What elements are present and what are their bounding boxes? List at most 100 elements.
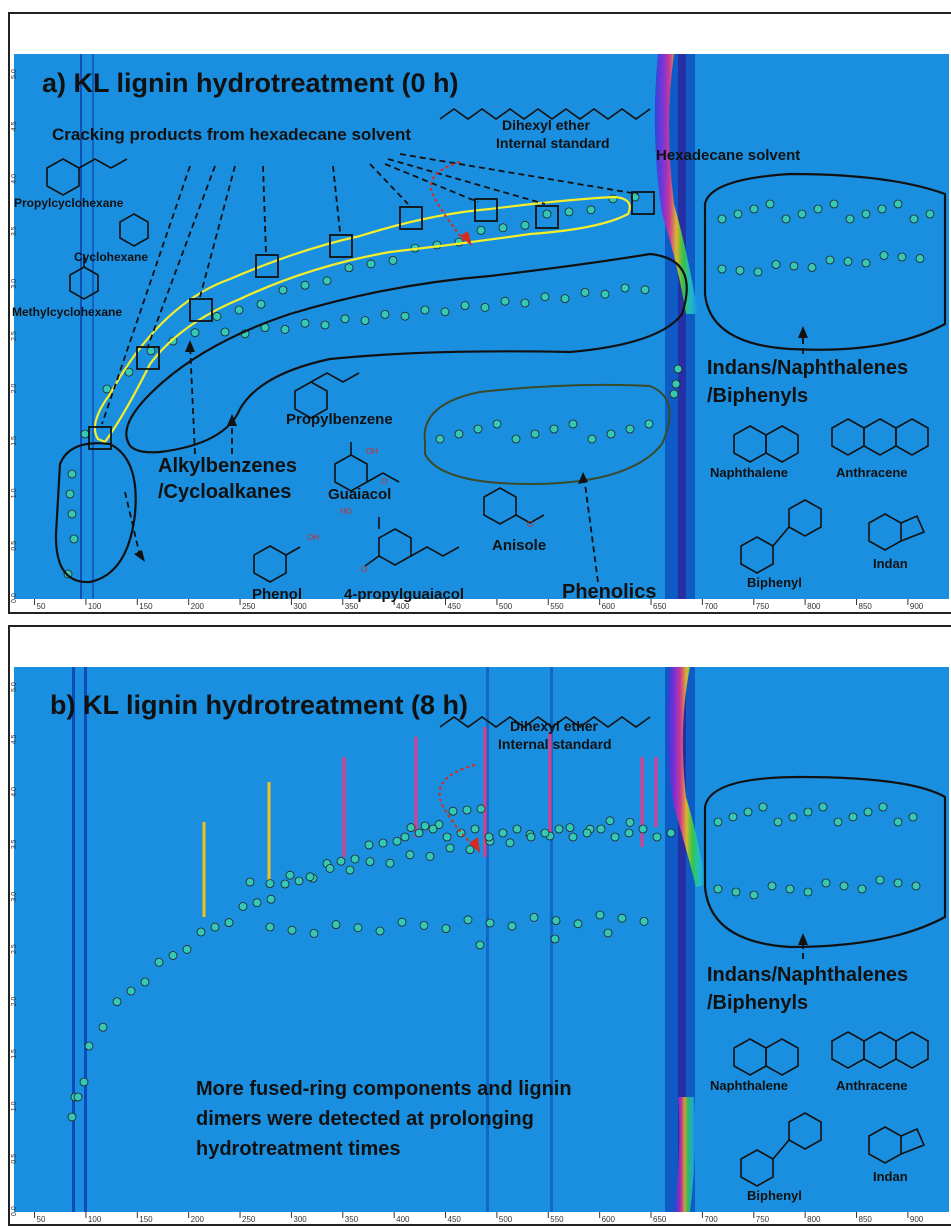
peak-marker: [388, 256, 398, 265]
x-tick-label: 250: [242, 1215, 256, 1224]
peak-marker: [322, 276, 332, 286]
y-tick-label: 1.0: [11, 1101, 18, 1111]
anthracene-label: Anthracene: [836, 1078, 908, 1093]
peak-marker: [168, 951, 178, 960]
peak-marker: [639, 916, 649, 926]
peak-marker: [630, 192, 640, 202]
peak-marker: [400, 832, 410, 842]
peak-marker: [600, 289, 610, 299]
peak-marker: [580, 287, 590, 297]
peak-marker: [857, 884, 867, 894]
peak-marker: [440, 307, 450, 317]
peak-marker: [713, 884, 723, 894]
peak-marker: [818, 802, 828, 812]
peak-marker: [833, 817, 843, 827]
peak-marker: [124, 367, 134, 377]
light-region: [54, 442, 137, 584]
chromatogram-a-svg: 50 100 150 200 250 300 350 400 450 500 550 600 650 70…: [10, 14, 951, 612]
phenolics-region: [423, 383, 671, 486]
peak-marker: [617, 913, 627, 923]
peak-marker: [749, 204, 759, 214]
peak-marker: [908, 812, 918, 822]
peak-marker: [767, 881, 777, 891]
peak-marker: [309, 928, 319, 938]
y-tick-label: 4.0: [11, 174, 18, 184]
naphthalene-label: Naphthalene: [710, 1078, 788, 1093]
peak-marker: [765, 199, 775, 209]
peak-marker: [728, 812, 738, 822]
peak-marker: [364, 840, 374, 850]
indans-region: [703, 775, 947, 949]
peak-marker: [378, 838, 388, 848]
peak-marker: [498, 223, 508, 233]
dihexyl-label: Dihexyl ether: [510, 718, 598, 734]
peak-marker: [245, 877, 255, 887]
peak-marker: [893, 878, 903, 888]
peak-marker: [554, 824, 564, 834]
peak-marker: [875, 875, 885, 885]
x-tick-label: 850: [859, 602, 873, 611]
peak-marker: [893, 199, 903, 209]
peak-marker: [320, 320, 330, 330]
peak-marker: [473, 424, 483, 434]
peak-marker: [380, 309, 390, 319]
peak-marker: [771, 260, 781, 269]
peak-marker: [560, 294, 570, 304]
peak-marker: [285, 870, 295, 880]
peak-marker: [505, 838, 515, 848]
hexadecane-structure: [439, 716, 651, 728]
peak-marker: [475, 940, 485, 950]
peak-marker: [102, 384, 112, 394]
x-tick-label: 450: [448, 1215, 462, 1224]
indans-region: [703, 172, 947, 351]
peak-marker: [644, 419, 654, 429]
peak-marker: [484, 832, 494, 842]
x-tick-label: 600: [602, 1215, 616, 1224]
peak-marker: [669, 389, 679, 399]
x-tick-label: 300: [293, 602, 307, 611]
hexadecane-label: Hexadecane solvent: [656, 147, 800, 164]
peak-marker: [462, 805, 472, 815]
peak-marker: [112, 997, 122, 1007]
peak-marker: [210, 922, 220, 932]
chromatogram-panel-a: 50 100 150 200 250 300 350 400 450 500 550 600 650 70…: [8, 12, 951, 614]
peak-marker: [529, 912, 539, 922]
plot-area: [14, 667, 949, 1212]
peak-marker: [565, 823, 575, 833]
peak-marker: [848, 812, 858, 822]
peak-marker: [652, 832, 662, 842]
y-tick-label: 4.5: [11, 122, 18, 132]
peak-marker: [549, 424, 559, 434]
peak-marker: [84, 1041, 94, 1051]
peak-marker: [788, 812, 798, 822]
peak-marker: [893, 817, 903, 827]
peak-marker: [595, 910, 605, 920]
alkylbenzenes-label: Alkylbenzenes: [158, 455, 297, 477]
peak-marker: [65, 489, 75, 499]
o-label-propylguaiacol: O: [361, 565, 367, 574]
phenolics-label: Phenolics: [562, 581, 656, 603]
peak-marker: [925, 209, 935, 219]
peak-marker: [861, 258, 871, 268]
peak-marker: [485, 918, 495, 928]
peak-marker: [428, 824, 438, 834]
peak-marker: [470, 824, 480, 834]
x-tick-label: 900: [910, 1215, 924, 1224]
indan-label: Indan: [873, 1169, 908, 1184]
biphenyls-label: /Biphenyls: [707, 385, 808, 407]
x-tick-label: 200: [191, 1215, 205, 1224]
peak-marker: [73, 1092, 83, 1102]
peak-marker: [67, 469, 77, 479]
peak-marker: [476, 225, 486, 235]
peak-marker: [717, 264, 727, 274]
peak-marker: [620, 283, 630, 293]
peak-marker: [435, 434, 445, 444]
peak-marker: [252, 898, 262, 908]
indans-label: Indans/Naphthalenes: [707, 357, 908, 379]
peak-marker: [190, 328, 200, 338]
phenol-label: Phenol: [252, 586, 302, 603]
x-tick-label: 100: [88, 602, 102, 611]
methylcyclohexane-label: Methylcyclohexane: [12, 305, 122, 319]
peak-marker: [350, 854, 360, 864]
peak-marker: [735, 266, 745, 275]
